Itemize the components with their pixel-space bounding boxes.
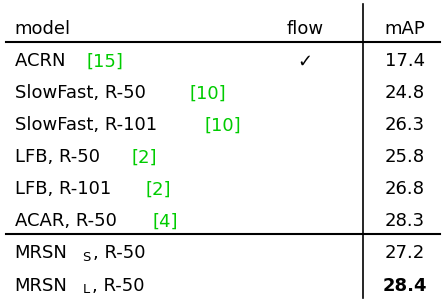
Text: [2]: [2]: [145, 181, 171, 198]
Text: L: L: [83, 283, 90, 296]
Text: LFB, R-50: LFB, R-50: [15, 149, 105, 166]
Text: 25.8: 25.8: [384, 149, 425, 166]
Text: S: S: [83, 251, 91, 264]
Text: flow: flow: [286, 20, 323, 38]
Text: 28.3: 28.3: [384, 213, 425, 230]
Text: [10]: [10]: [204, 116, 241, 134]
Text: 24.8: 24.8: [384, 84, 425, 102]
Text: MRSN: MRSN: [15, 245, 67, 262]
Text: 26.3: 26.3: [384, 116, 425, 134]
Text: 28.4: 28.4: [383, 277, 427, 294]
Text: LFB, R-101: LFB, R-101: [15, 181, 117, 198]
Text: MRSN: MRSN: [15, 277, 67, 294]
Text: [4]: [4]: [153, 213, 178, 230]
Text: 26.8: 26.8: [385, 181, 425, 198]
Text: 27.2: 27.2: [384, 245, 425, 262]
Text: SlowFast, R-101: SlowFast, R-101: [15, 116, 162, 134]
Text: ACRN: ACRN: [15, 52, 71, 70]
Text: , R-50: , R-50: [91, 277, 144, 294]
Text: [15]: [15]: [87, 52, 124, 70]
Text: [10]: [10]: [190, 84, 227, 102]
Text: mAP: mAP: [384, 20, 425, 38]
Text: ACAR, R-50: ACAR, R-50: [15, 213, 122, 230]
Text: SlowFast, R-50: SlowFast, R-50: [15, 84, 151, 102]
Text: model: model: [15, 20, 71, 38]
Text: 17.4: 17.4: [384, 52, 425, 70]
Text: ✓: ✓: [297, 52, 313, 70]
Text: , R-50: , R-50: [93, 245, 146, 262]
Text: [2]: [2]: [131, 149, 157, 166]
